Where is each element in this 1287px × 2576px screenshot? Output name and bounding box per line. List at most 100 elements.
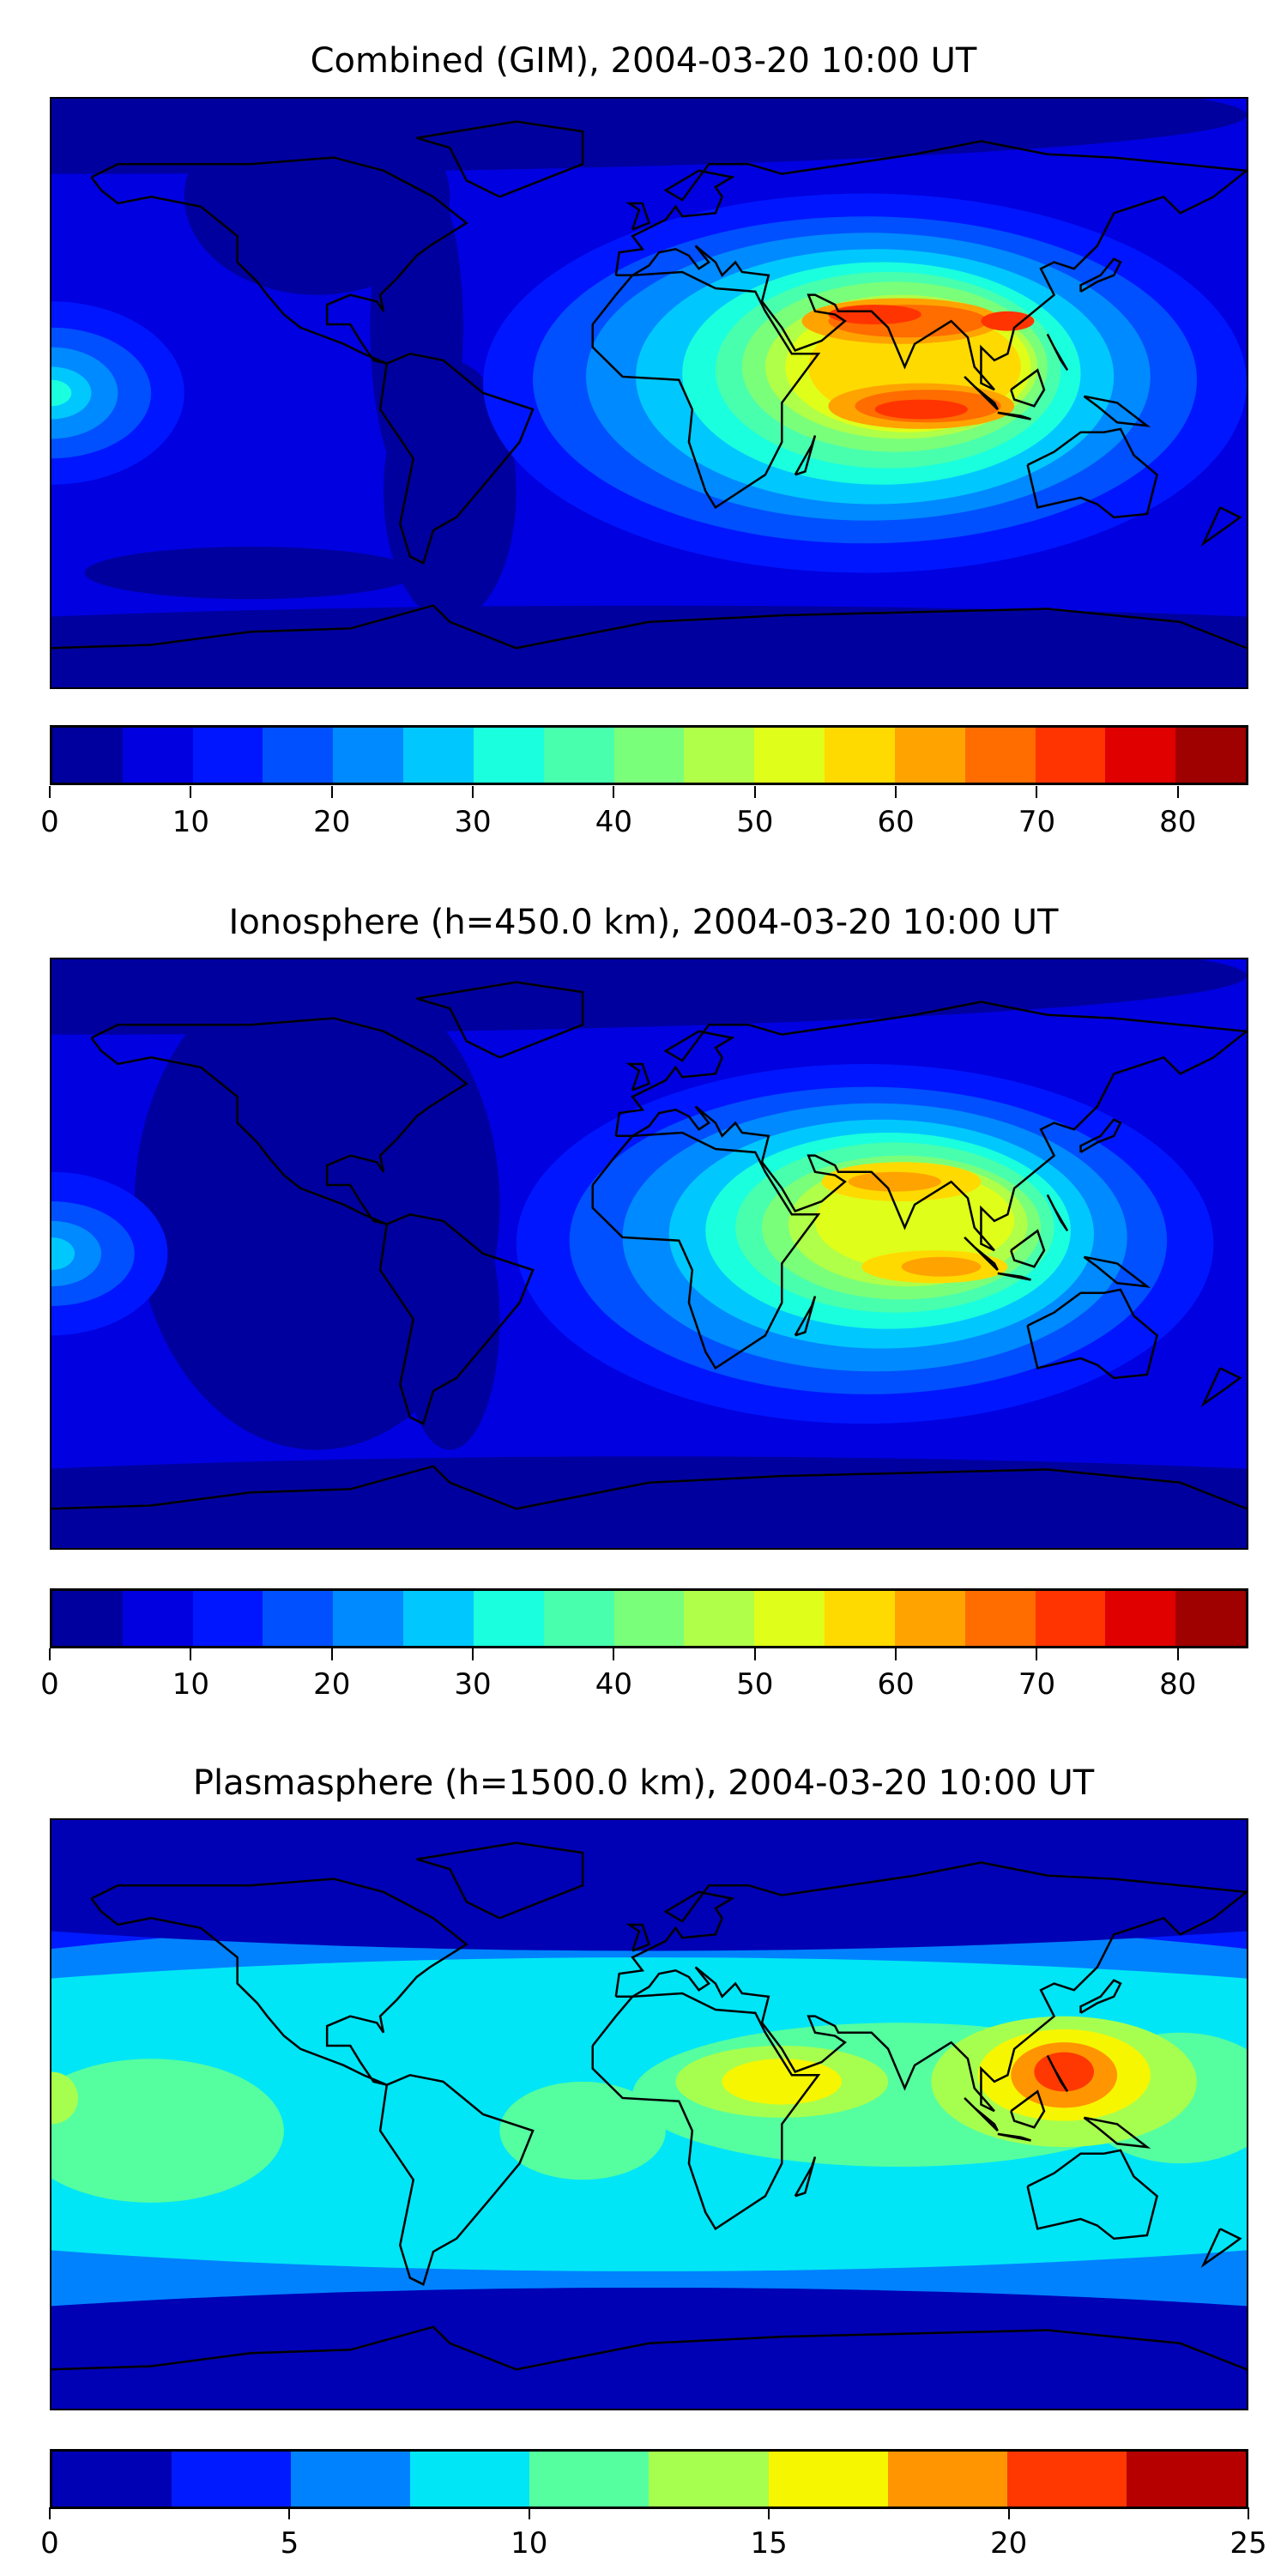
colorbar-tick-label: 70 (1018, 1667, 1056, 1702)
colorbar-tick-label: 80 (1159, 805, 1197, 839)
contour-level-region (400, 1188, 500, 1450)
colorbar-tick (1248, 2507, 1249, 2519)
coastline (91, 1879, 466, 2085)
colorbar-tick-label: 70 (1018, 805, 1056, 839)
colorbar-segment (613, 1591, 685, 1646)
contour-level-region (1034, 2052, 1095, 2092)
colorbar-segment (333, 1591, 404, 1646)
coastline (1011, 370, 1044, 406)
colorbar-segment (122, 1591, 193, 1646)
coastline (1081, 1120, 1121, 1152)
colorbar-segment (473, 1591, 544, 1646)
coastline (795, 2157, 815, 2197)
colorbar-tick (753, 786, 756, 798)
coastline (51, 606, 1247, 649)
coastline (1048, 334, 1067, 370)
colorbar-segment (263, 728, 334, 783)
colorbar-segment (825, 728, 895, 783)
contour-level-region (722, 2059, 842, 2105)
colorbar-segment (52, 2452, 172, 2506)
map-svg (51, 1820, 1247, 2409)
contour-level-region (51, 379, 72, 407)
colorbar-segment (754, 1591, 825, 1646)
coastline (795, 1297, 815, 1336)
colorbar-segment (410, 2452, 530, 2506)
colorbar-tick-label: 30 (454, 1667, 492, 1702)
contour-level-region (51, 2071, 78, 2125)
colorbar-tick-label: 30 (454, 805, 492, 839)
coastline (964, 2098, 998, 2131)
coastline (1204, 2228, 1241, 2265)
colorbar-segment (403, 728, 474, 783)
coastline (417, 122, 583, 197)
map-svg (51, 959, 1247, 1548)
colorbar-segment (1175, 728, 1247, 783)
coastline (593, 272, 819, 507)
panel-title-combined: Combined (GIM), 2004-03-20 10:00 UT (310, 41, 977, 81)
colorbar-segment (894, 728, 965, 783)
colorbar-tick (49, 2507, 51, 2519)
coastline (1048, 1194, 1067, 1231)
coastline (91, 1019, 466, 1225)
colorbar-segment (473, 728, 544, 783)
contour-level-region (499, 2081, 666, 2180)
colorbar-tick (330, 1648, 333, 1660)
coastline (795, 436, 815, 475)
colorbar-segment (333, 728, 404, 783)
colorbar-tick-label: 5 (280, 2526, 299, 2561)
colorbar-ticks-ionosphere: 0 10 20 30 40 50 60 70 80 (40, 1648, 1248, 1717)
contour-level-region (51, 2288, 1247, 2409)
colorbar-segment (543, 728, 614, 783)
colorbar-segment (403, 1591, 474, 1646)
colorbar-segment (291, 2452, 411, 2506)
colorbar-segment (529, 2452, 650, 2506)
colorbar-tick (1036, 786, 1038, 798)
panel-title-ionosphere: Ionosphere (h=450.0 km), 2004-03-20 10:0… (228, 903, 1059, 942)
colorbar-segment (1126, 2452, 1246, 2506)
coastline (417, 1843, 583, 1919)
colorbar-tick-label: 60 (877, 805, 915, 839)
colorbar-segment (894, 1591, 965, 1646)
contour-level-region (51, 1456, 1247, 1548)
colorbar-segment (613, 728, 685, 783)
colorbar-ticks-plasmasphere: 0 5 10 15 20 25 (40, 2507, 1267, 2576)
colorbar-segment (172, 2452, 292, 2506)
colorbar-tick (472, 786, 474, 798)
colorbar-tick-label: 0 (40, 1667, 59, 1702)
colorbar-tick (895, 1648, 897, 1660)
colorbar-tick (768, 2507, 770, 2519)
colorbar-segment (1175, 1591, 1247, 1646)
colorbar-tick (895, 786, 897, 798)
coastline (51, 2327, 1247, 2370)
coastline (629, 203, 649, 229)
colorbar-segment (122, 728, 193, 783)
colorbar-segment (768, 2452, 888, 2506)
coastline (1028, 2150, 1157, 2239)
colorbar-segment (754, 728, 825, 783)
colorbar-tick (1176, 786, 1179, 798)
colorbar-segment (684, 1591, 755, 1646)
contour-level-region (874, 399, 968, 420)
colorbar-tick (1007, 2507, 1010, 2519)
colorbar-segment (684, 728, 755, 783)
colorbar-segment (1105, 1591, 1176, 1646)
colorbar-segment (192, 728, 263, 783)
coastline (1048, 2055, 1067, 2091)
coastline (629, 1064, 649, 1090)
colorbar-tick-label: 40 (595, 805, 633, 839)
colorbar-tick-label: 10 (172, 805, 209, 839)
coastline (964, 1237, 998, 1270)
map-plasmasphere (50, 1818, 1248, 2410)
colorbar-segment (887, 2452, 1007, 2506)
coastline (1204, 1368, 1241, 1404)
colorbar-tick-label: 60 (877, 1667, 915, 1702)
map-ionosphere (50, 958, 1248, 1550)
colorbar-tick-label: 20 (989, 2526, 1028, 2561)
coastline (616, 1863, 1247, 2112)
colorbar-segment (964, 1591, 1036, 1646)
coastline (91, 158, 466, 364)
colorbar-segment (192, 1591, 263, 1646)
coastline (380, 354, 533, 563)
coastline (998, 2134, 1031, 2141)
coastline (1011, 1231, 1044, 1267)
